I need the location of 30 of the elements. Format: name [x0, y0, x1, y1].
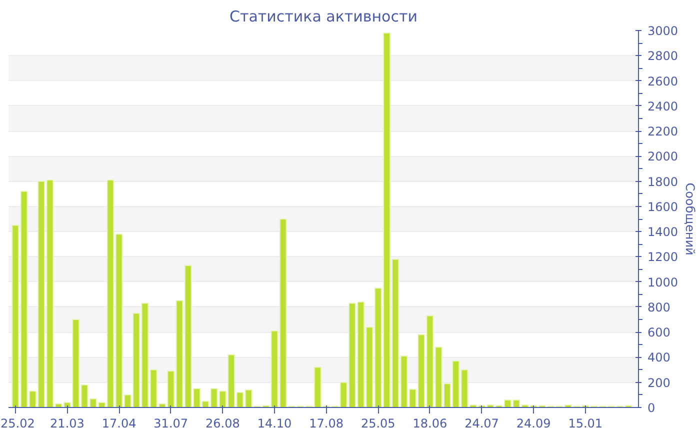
- x-tick-label: 17.04: [102, 416, 136, 430]
- chart-title: Статистика активности: [230, 8, 418, 26]
- y-tick-label: 1200: [648, 250, 678, 264]
- x-tick-label: 15.01: [568, 416, 603, 430]
- y-tick-label: 2400: [648, 99, 678, 114]
- y-tick-label: 2600: [648, 74, 678, 88]
- x-tick-label: 25.05: [360, 416, 396, 430]
- x-tick-label: 17.08: [309, 416, 344, 430]
- y-tick-label: 1400: [648, 225, 678, 240]
- y-axis-title: Сообщений: [683, 182, 698, 256]
- y-tick-label: 3000: [648, 24, 678, 38]
- x-tick-label: 24.09: [516, 416, 551, 430]
- x-tick-label: 24.07: [464, 416, 499, 430]
- x-tick-label: 31.07: [154, 416, 188, 430]
- y-tick-label: 400: [648, 350, 670, 365]
- x-tick-label: 25.02: [0, 416, 35, 430]
- y-tick-label: 2200: [648, 124, 678, 139]
- y-tick-label: 2000: [648, 150, 678, 164]
- y-tick-label: 1800: [648, 174, 678, 189]
- x-tick-label: 26.08: [205, 416, 240, 430]
- x-tick-label: 14.10: [257, 416, 292, 430]
- x-tick-label: 18.06: [412, 416, 448, 430]
- y-tick-label: 0: [648, 401, 656, 415]
- y-tick-label: 1000: [648, 275, 678, 290]
- y-tick-label: 200: [648, 376, 670, 390]
- y-tick-label: 600: [648, 326, 670, 340]
- y-tick-label: 1600: [648, 200, 678, 214]
- x-tick-label: 21.03: [50, 416, 84, 430]
- y-tick-label: 2800: [648, 49, 678, 64]
- y-tick-label: 800: [648, 300, 670, 314]
